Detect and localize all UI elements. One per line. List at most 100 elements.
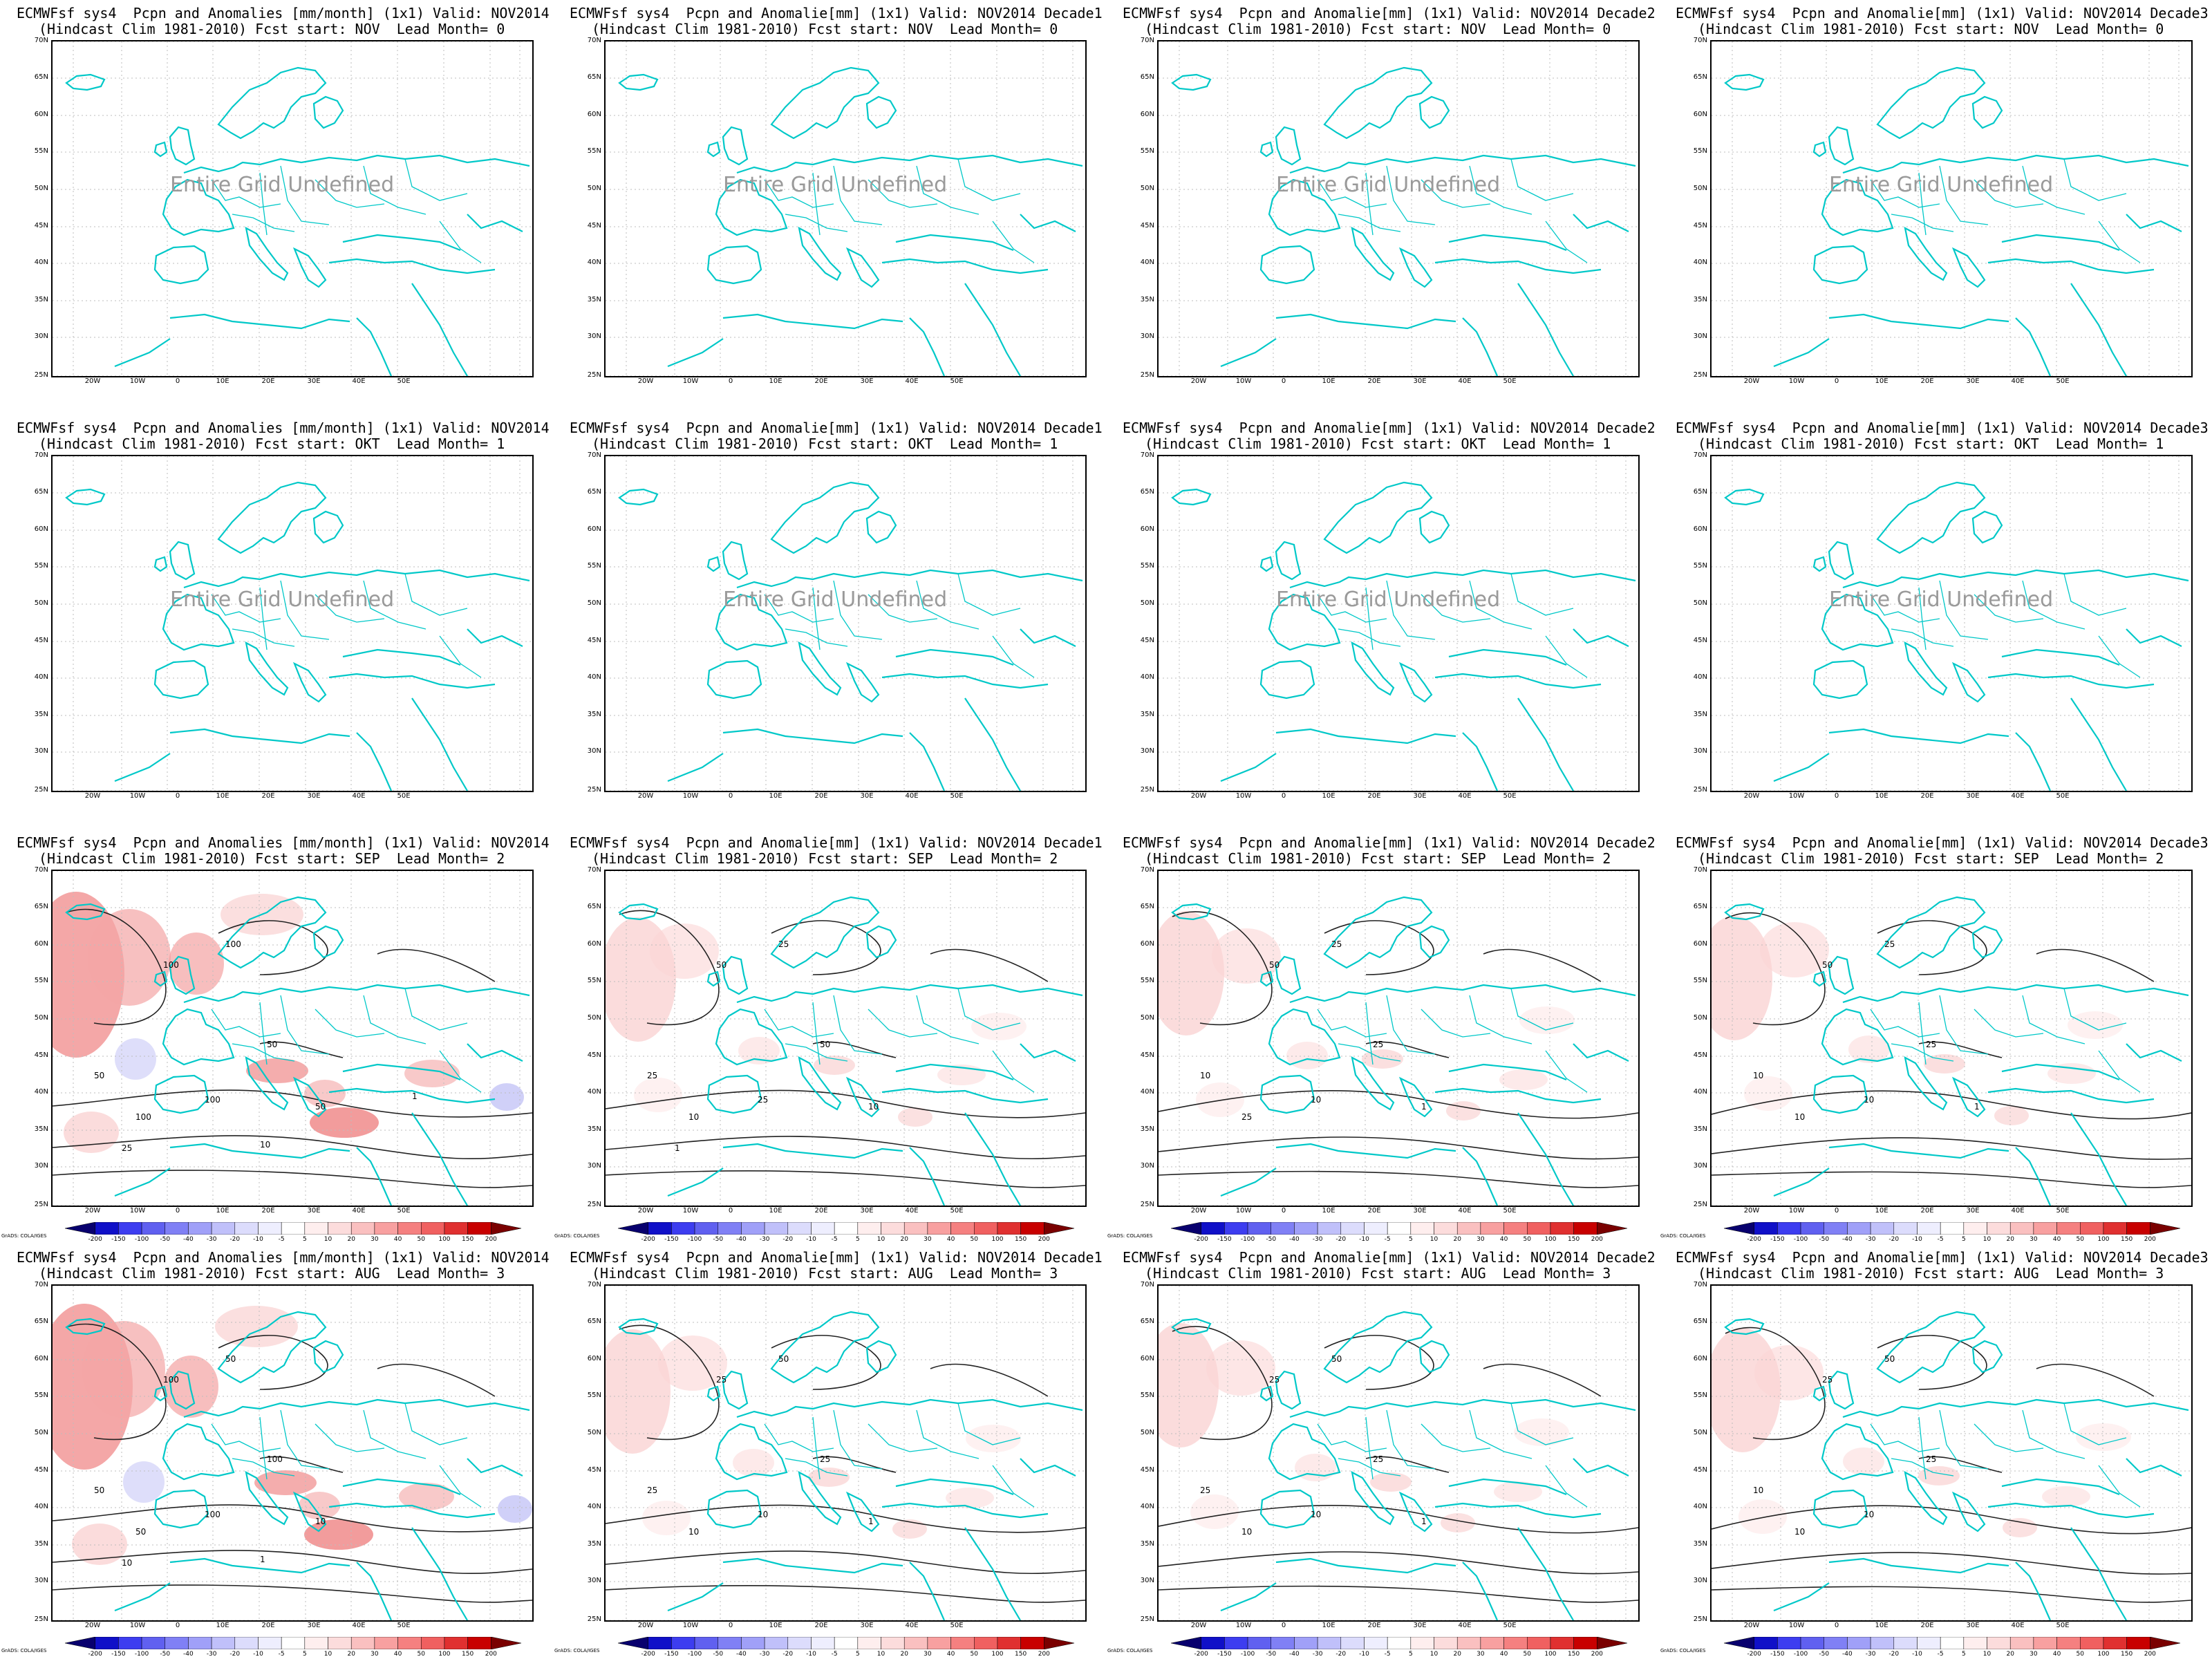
country-border [1974,594,2044,623]
country-border [992,1050,1035,1093]
country-border [1365,1416,1374,1480]
colorbar-swatch [188,1637,212,1649]
contour-label: 50 [315,1102,326,1112]
contour-line [930,948,1049,982]
longitude-label: 30E [307,792,321,800]
anomaly-shading [650,924,719,979]
latitude-label: 70N [34,1281,48,1288]
latitude-label: 30N [1693,1577,1707,1584]
contour-line [606,1550,1085,1575]
colorbar-label: 200 [485,1236,497,1243]
colorbar-label: 10 [1983,1651,1991,1658]
coastline [895,1478,1014,1496]
coastline [1351,226,1395,281]
anomaly-shading [254,1470,317,1495]
colorbar-swatch [1387,1637,1412,1649]
coastline [1971,1340,2003,1374]
colorbar-label: 30 [371,1236,379,1243]
colorbar-swatch [1870,1637,1895,1649]
coastline [245,641,289,696]
coastline [1020,628,1076,647]
coastline [1773,1168,1830,1197]
colorbar-label: -5 [1937,1651,1944,1658]
anomaly-shading [1441,1513,1475,1533]
contour-line [812,1456,897,1473]
colorbar-swatch [1044,1222,1074,1235]
anomaly-shading [946,1488,994,1508]
contour-label: 10 [1794,1527,1805,1537]
panel-title: ECMWFsf sys4 Pcpn and Anomalie[mm] (1x1)… [1676,5,2209,21]
map-canvas: 25 50 25 25 10 10 1 [1159,1286,1638,1620]
longitude-label: 10E [1875,1207,1888,1215]
longitude-label: 10E [769,792,782,800]
colorbar-label: -40 [736,1236,747,1243]
country-border [1469,1409,1533,1459]
coastline [1220,1582,1277,1612]
latitude-label: 50N [34,1014,48,1022]
coastline [1448,1478,1567,1496]
colorbar-label: 150 [1568,1236,1580,1243]
colorbar-swatch [328,1222,352,1235]
coastline [798,1056,842,1111]
coastline [1220,753,1277,782]
latitude-label: 60N [587,111,601,118]
latitude-label: 50N [587,1014,601,1022]
colorbar-label: -200 [88,1236,102,1243]
latitude-label: 50N [587,599,601,607]
panel-title: ECMWFsf sys4 Pcpn and Anomalie[mm] (1x1)… [570,834,1103,851]
coastline [467,1043,523,1062]
coastline [1434,1502,1602,1519]
colorbar-swatch [1201,1637,1225,1649]
contour-line [1712,1171,2191,1188]
contour-line [53,1170,532,1188]
longitude-label: 0 [728,1207,733,1215]
anomaly-shading [404,1060,460,1087]
contour-label: 25 [1269,1375,1280,1385]
colorbar-swatch [1317,1222,1342,1235]
coastline [65,903,106,921]
coastline [2070,697,2127,791]
contour-line [1725,912,1826,1026]
colorbar-swatch [2056,1222,2081,1235]
colorbar-label: 5 [855,1651,860,1658]
coastline [1828,728,2009,744]
colorbar-label: -50 [160,1651,171,1658]
country-border [1421,1009,1491,1038]
colorbar-label: -100 [687,1651,702,1658]
coastline [153,1489,209,1529]
longitude-label: 20W [1190,377,1207,385]
coastline [1220,338,1277,368]
colorbar-label: 50 [417,1236,425,1243]
latitude-label: 55N [34,562,48,570]
coastline [245,226,289,281]
longitude-label: 40E [2011,1207,2025,1215]
undefined-grid-message: Entire Grid Undefined [723,173,948,197]
colorbar-swatch [444,1222,468,1235]
country-border [2022,165,2086,215]
coastline [618,488,659,506]
latitude-label: 30N [1140,1162,1154,1170]
country-border [1421,594,1491,623]
coastline [342,234,461,252]
coastline [1434,1087,1602,1104]
colorbar-swatch [491,1637,521,1649]
country-border [211,1009,281,1038]
colorbar-label: 30 [1477,1651,1485,1658]
country-border [1386,580,1436,640]
contour-label: 10 [688,1112,699,1122]
country-border [916,1409,980,1459]
colorbar-swatch [1044,1637,1074,1649]
colorbar-swatch [1597,1222,1627,1235]
coastline [706,556,721,572]
colorbar-swatch [648,1222,672,1235]
longitude-label: 20E [1920,792,1934,800]
contour-label: 10 [260,1140,270,1150]
country-border [1918,1416,1927,1480]
country-border [315,1009,385,1038]
contour-line [1324,1335,1434,1390]
country-border [957,573,1021,616]
coastline [114,753,171,782]
latitude-label: 55N [34,977,48,984]
colorbar-swatch [1777,1222,1801,1235]
country-border [957,158,1021,201]
